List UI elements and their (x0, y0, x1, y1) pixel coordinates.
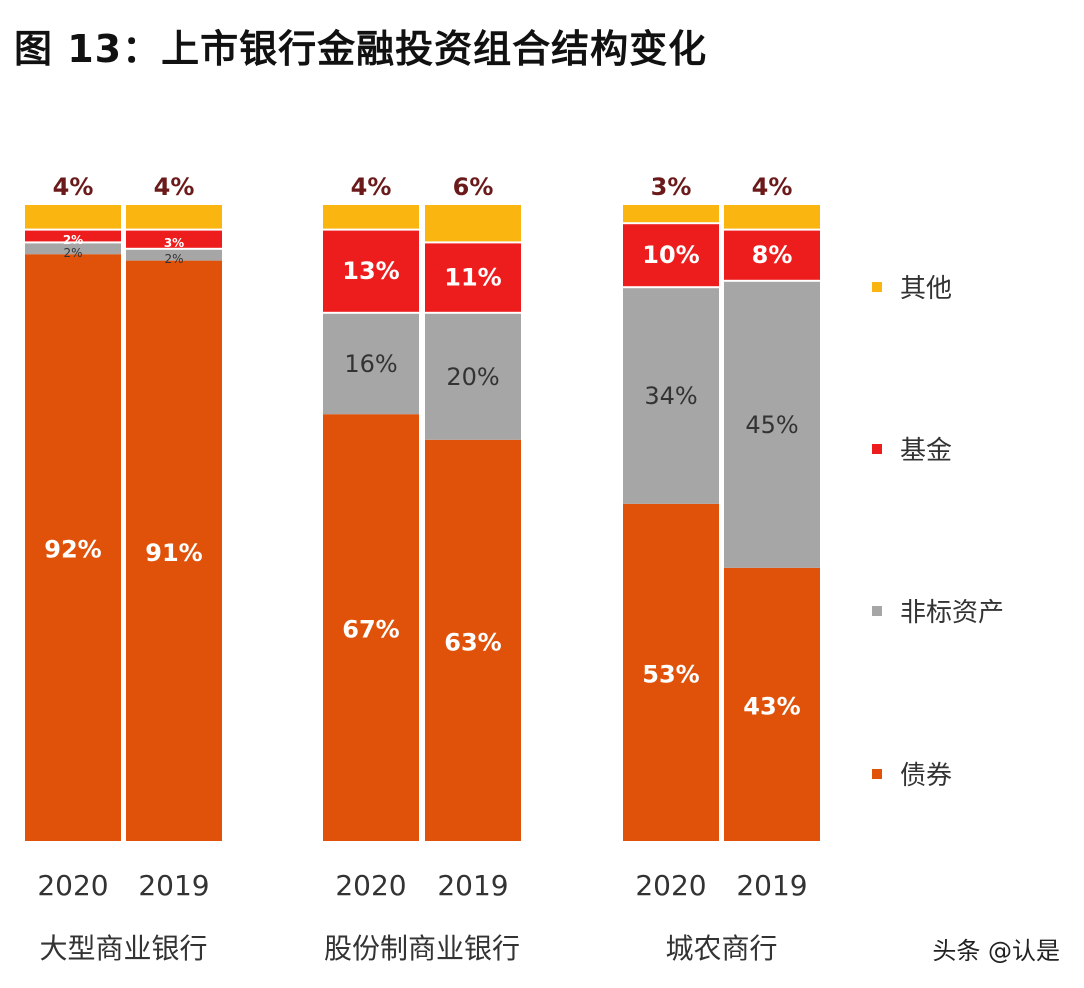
bar-segment (323, 414, 419, 841)
bar-segment (425, 313, 521, 440)
group-label: 城农商行 (665, 932, 777, 965)
data-label: 2% (63, 246, 82, 260)
x-tick-label: 2019 (138, 869, 209, 902)
data-label: 20% (446, 363, 499, 391)
x-tick-label: 2019 (437, 869, 508, 902)
group-label: 股份制商业银行 (324, 932, 520, 965)
x-tick-label: 2020 (37, 869, 108, 902)
bar-segment (623, 224, 719, 287)
data-label: 3% (651, 173, 692, 201)
bar-segment (724, 205, 820, 229)
data-label: 2% (63, 233, 83, 247)
data-label: 4% (752, 173, 793, 201)
legend-label: 非标资产 (900, 598, 1005, 628)
data-label: 45% (745, 411, 798, 439)
data-label: 16% (344, 350, 397, 378)
data-label: 4% (53, 173, 94, 201)
data-label: 67% (342, 616, 399, 644)
data-label: 8% (752, 241, 793, 269)
bar-segment (25, 254, 121, 841)
bar-segment (623, 288, 719, 504)
legend-label: 债券 (900, 761, 953, 791)
legend-label: 基金 (900, 436, 953, 466)
bar-segment (724, 230, 820, 280)
x-tick-label: 2020 (635, 869, 706, 902)
legend-item: 债券 (872, 755, 952, 792)
chart-title: 图 13：上市银行金融投资组合结构变化 (14, 27, 708, 71)
data-label: 53% (642, 660, 699, 688)
bar-segment (323, 205, 419, 229)
bar-segment (425, 243, 521, 312)
bar-segment (126, 249, 222, 261)
data-label: 11% (444, 264, 501, 292)
legend-item: 其他 (872, 268, 952, 305)
bar-segment (25, 205, 121, 229)
legend-item: 非标资产 (872, 592, 1004, 629)
bar-segment (425, 439, 521, 841)
bar-segment (623, 503, 719, 841)
data-label: 63% (444, 628, 501, 656)
data-label: 3% (164, 236, 184, 250)
data-label: 2% (164, 252, 183, 266)
bar-segment (425, 205, 521, 242)
data-label: 43% (743, 692, 800, 720)
bar-segment (126, 205, 222, 229)
bar-segment (323, 313, 419, 415)
bar-segment (25, 243, 121, 255)
legend-swatch (872, 768, 882, 779)
data-label: 6% (453, 173, 494, 201)
bar-segment (623, 205, 719, 223)
data-label: 92% (44, 536, 101, 564)
data-label: 10% (642, 241, 699, 269)
bar-segment (323, 230, 419, 312)
data-label: 91% (145, 539, 202, 567)
watermark: 头条 @认是 (932, 937, 1060, 965)
data-label: 4% (351, 173, 392, 201)
bar-segment (126, 230, 222, 248)
x-tick-label: 2019 (736, 869, 807, 902)
data-label: 34% (644, 382, 697, 410)
data-label: 13% (342, 257, 399, 285)
legend-swatch (872, 605, 882, 616)
legend-swatch (872, 443, 882, 454)
legend-label: 其他 (900, 274, 953, 304)
bar-segment (724, 567, 820, 841)
data-label: 4% (154, 173, 195, 201)
x-tick-label: 2020 (335, 869, 406, 902)
group-label: 大型商业银行 (39, 932, 207, 965)
bar-segment (724, 281, 820, 568)
bar-segment (25, 230, 121, 242)
bar-segment (126, 260, 222, 842)
legend-item: 基金 (872, 430, 952, 467)
legend-swatch (872, 281, 882, 292)
